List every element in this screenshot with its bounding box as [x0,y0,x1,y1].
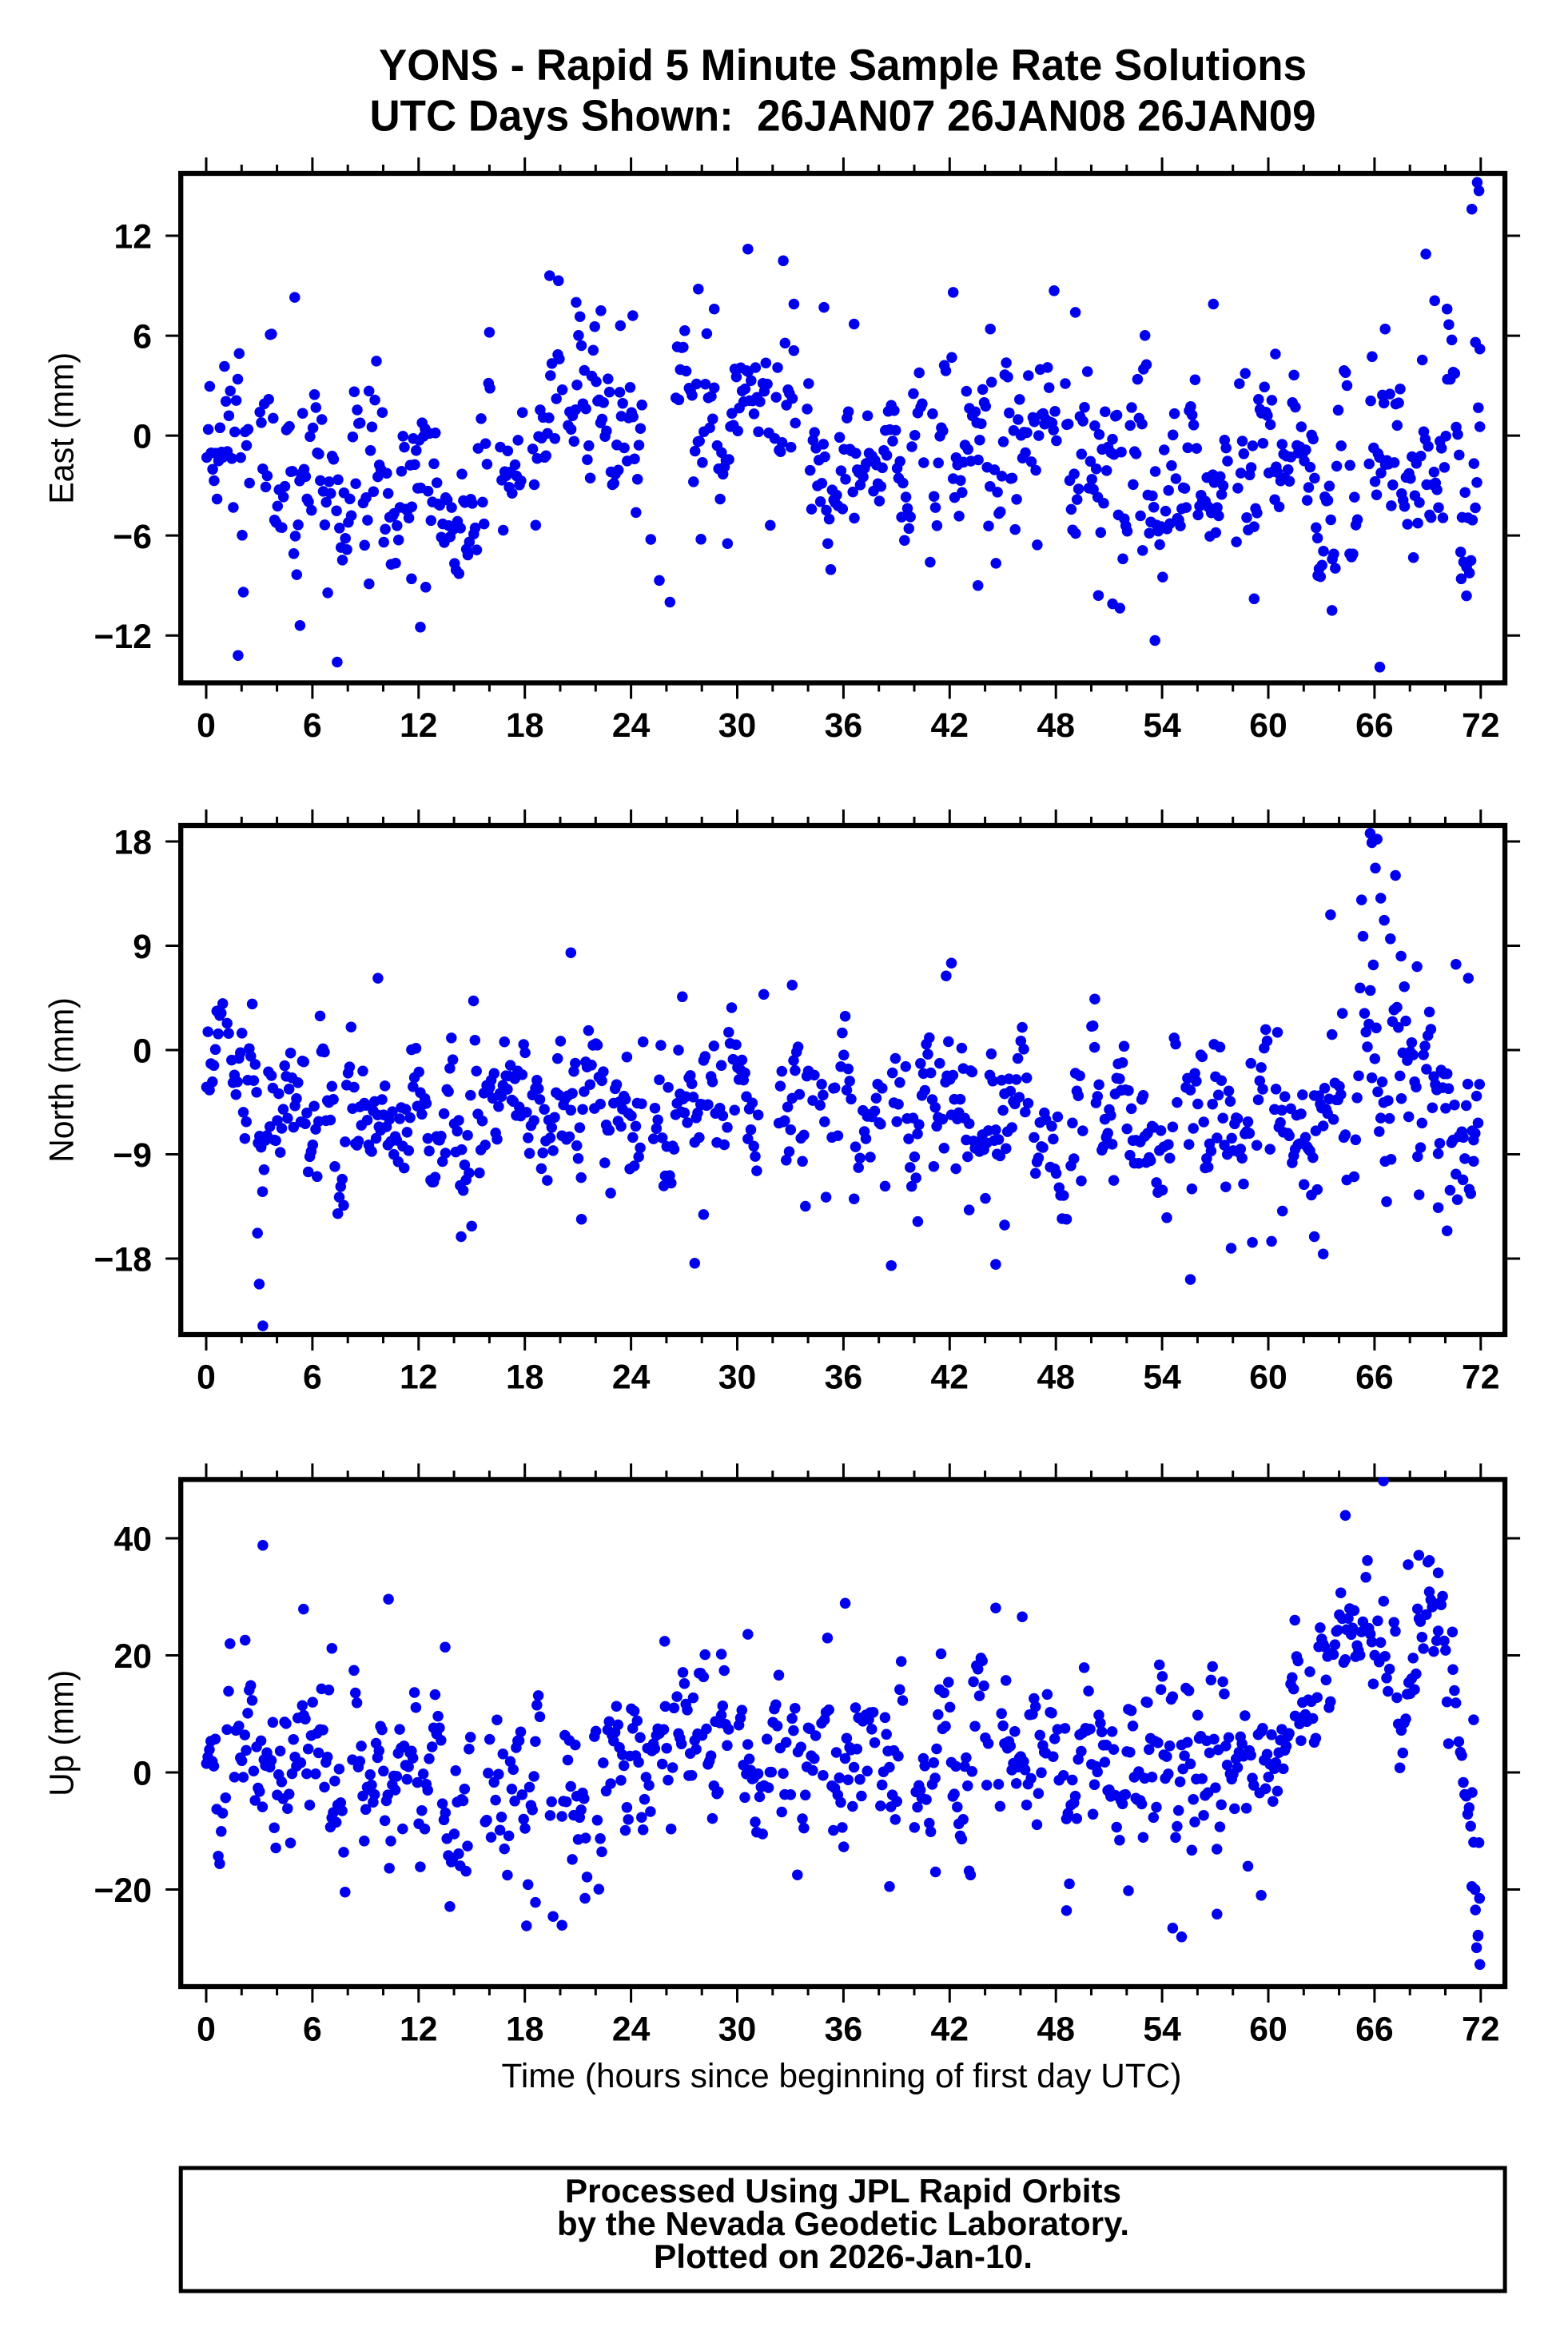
svg-text:−9: −9 [113,1136,152,1175]
svg-text:0: 0 [197,706,216,745]
svg-text:6: 6 [303,706,322,745]
svg-text:−20: −20 [94,1872,152,1910]
svg-text:Plotted on 2026-Jan-10.: Plotted on 2026-Jan-10. [654,2238,1033,2275]
svg-text:18: 18 [114,824,152,862]
svg-text:54: 54 [1143,2011,1181,2049]
svg-text:66: 66 [1355,1358,1393,1397]
svg-text:24: 24 [612,2011,651,2049]
svg-text:Processed Using JPL Rapid Orbi: Processed Using JPL Rapid Orbits [565,2172,1121,2210]
svg-text:48: 48 [1037,706,1074,745]
svg-text:9: 9 [133,928,152,966]
svg-text:66: 66 [1355,706,1393,745]
svg-text:36: 36 [825,2011,862,2049]
svg-text:42: 42 [931,1358,969,1397]
svg-text:48: 48 [1037,2011,1074,2049]
svg-text:72: 72 [1462,2011,1499,2049]
svg-text:72: 72 [1462,706,1499,745]
svg-text:UTC Days Shown: 26JAN07 26JAN: UTC Days Shown: 26JAN07 26JAN08 26JAN09 [370,91,1316,141]
svg-text:6: 6 [303,1358,322,1397]
svg-text:18: 18 [506,1358,543,1397]
svg-text:30: 30 [718,2011,756,2049]
svg-text:20: 20 [114,1637,152,1676]
svg-text:18: 18 [506,706,543,745]
svg-text:6: 6 [303,2011,322,2049]
svg-text:48: 48 [1037,1358,1074,1397]
svg-text:60: 60 [1249,2011,1287,2049]
svg-text:0: 0 [133,1032,152,1071]
svg-text:30: 30 [718,1358,756,1397]
svg-text:YONS - Rapid 5 Minute Sample R: YONS - Rapid 5 Minute Sample Rate Soluti… [379,40,1307,90]
svg-text:by the Nevada Geodetic Laborat: by the Nevada Geodetic Laboratory. [557,2205,1129,2242]
svg-text:0: 0 [197,1358,216,1397]
svg-text:12: 12 [400,2011,437,2049]
svg-text:−12: −12 [94,618,152,656]
svg-text:East (mm): East (mm) [43,352,82,504]
svg-text:42: 42 [931,2011,969,2049]
svg-text:24: 24 [612,706,651,745]
svg-text:−18: −18 [94,1241,152,1279]
svg-text:Up (mm): Up (mm) [43,1670,82,1796]
svg-text:0: 0 [197,2011,216,2049]
svg-text:36: 36 [825,1358,862,1397]
svg-text:40: 40 [114,1521,152,1559]
svg-text:0: 0 [133,418,152,456]
svg-text:0: 0 [133,1755,152,1793]
svg-text:6: 6 [133,318,152,356]
svg-text:North (mm): North (mm) [43,997,82,1163]
svg-text:54: 54 [1143,706,1181,745]
svg-text:54: 54 [1143,1358,1181,1397]
svg-text:24: 24 [612,1358,651,1397]
svg-text:−6: −6 [113,518,152,556]
svg-text:30: 30 [718,706,756,745]
svg-text:12: 12 [400,706,437,745]
svg-text:66: 66 [1355,2011,1393,2049]
svg-text:12: 12 [400,1358,437,1397]
svg-text:60: 60 [1249,706,1287,745]
svg-text:42: 42 [931,706,969,745]
svg-text:18: 18 [506,2011,543,2049]
svg-text:36: 36 [825,706,862,745]
svg-text:60: 60 [1249,1358,1287,1397]
svg-text:Time (hours since beginning of: Time (hours since beginning of first day… [502,2057,1182,2095]
svg-text:12: 12 [114,218,152,257]
svg-text:72: 72 [1462,1358,1499,1397]
